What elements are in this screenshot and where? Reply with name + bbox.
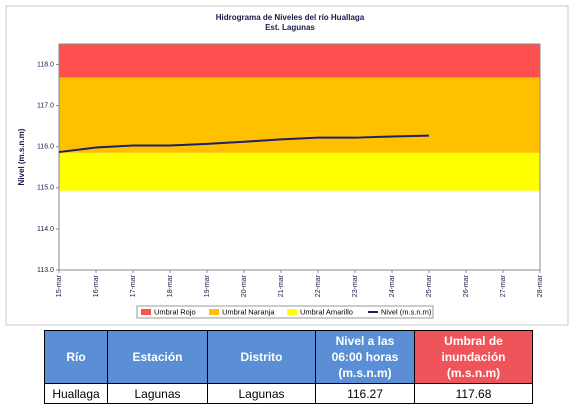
threshold-band <box>59 44 540 78</box>
x-tick-label: 26-mar <box>463 274 470 297</box>
cell: Huallaga <box>44 383 108 404</box>
y-tick-label: 118.0 <box>37 61 54 68</box>
level-line <box>58 134 430 154</box>
legend-label: Nivel (m.s.n.m) <box>381 307 432 316</box>
header-cell: Distrito <box>207 330 316 384</box>
x-tick-label: 27-mar <box>500 274 507 297</box>
legend-label: Umbral Amarillo <box>300 307 353 316</box>
y-axis-label: Nivel (m.s.n.m) <box>17 128 26 185</box>
plot-border <box>58 43 541 271</box>
x-tick-label: 23-mar <box>352 274 359 297</box>
y-tick-label: 115.0 <box>37 185 54 192</box>
x-tick-label: 21-mar <box>278 274 285 297</box>
data-table: Río Estación Distrito Nivel a las 06:00 … <box>44 330 533 404</box>
x-tick-label: 17-mar <box>130 274 137 297</box>
legend-swatch <box>209 309 219 315</box>
header-cell: Umbral de inundación (m.s.n.m) <box>414 330 533 384</box>
y-tick-label: 114.0 <box>37 226 54 233</box>
legend-label: Umbral Rojo <box>154 307 196 316</box>
cell: Lagunas <box>207 383 316 404</box>
header-cell: Río <box>44 330 108 384</box>
x-tick-label: 28-mar <box>537 274 544 297</box>
x-tick-label: 19-mar <box>204 274 211 297</box>
x-tick-label: 20-mar <box>241 274 248 297</box>
x-tick-label: 25-mar <box>426 274 433 297</box>
y-tick-label: 116.0 <box>37 144 54 151</box>
cell: 116.27 <box>315 383 415 404</box>
x-tick-label: 24-mar <box>389 274 396 297</box>
cell: 117.68 <box>414 383 533 404</box>
legend-swatch <box>287 309 297 315</box>
chart: Hidrograma de Niveles del río Huallaga E… <box>5 5 569 326</box>
header-cell: Estación <box>107 330 208 384</box>
legend-swatch <box>141 309 151 315</box>
header-cell: Nivel a las 06:00 horas (m.s.n.m) <box>315 330 415 384</box>
x-tick-label: 18-mar <box>167 274 174 297</box>
threshold-band <box>59 77 540 153</box>
chart-title: Hidrograma de Niveles del río Huallaga <box>216 13 365 22</box>
y-tick-label: 113.0 <box>37 267 54 274</box>
x-tick-label: 22-mar <box>315 274 322 297</box>
chart-subtitle: Est. Lagunas <box>265 23 315 32</box>
threshold-band <box>59 152 540 191</box>
cell: Lagunas <box>107 383 208 404</box>
legend-label: Umbral Naranja <box>222 307 275 316</box>
x-tick-label: 15-mar <box>56 274 63 297</box>
x-tick-label: 16-mar <box>93 274 100 297</box>
y-tick-label: 117.0 <box>37 102 54 109</box>
